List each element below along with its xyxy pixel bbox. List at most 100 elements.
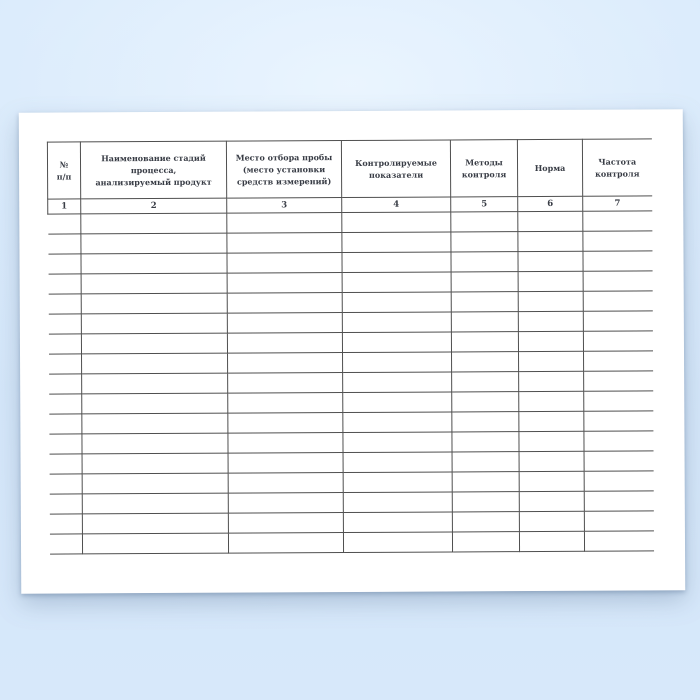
- column-header-1: № п/п: [47, 141, 81, 200]
- empty-cell: [450, 211, 518, 232]
- empty-cell: [582, 250, 653, 272]
- empty-cell: [49, 513, 83, 535]
- empty-cell: [226, 212, 342, 234]
- empty-cell: [80, 213, 227, 234]
- column-number-7: 7: [582, 195, 652, 212]
- column-header-4: Контролируемые показатели: [341, 139, 451, 198]
- empty-cell: [48, 333, 82, 355]
- empty-cell: [450, 231, 518, 252]
- empty-cell: [452, 491, 520, 512]
- empty-cell: [583, 410, 653, 432]
- empty-cell: [582, 230, 652, 252]
- empty-cell: [47, 233, 81, 255]
- empty-cell: [342, 411, 452, 433]
- empty-cell: [343, 451, 453, 473]
- empty-cell: [82, 453, 229, 474]
- empty-cell: [583, 330, 653, 352]
- empty-cell: [48, 293, 82, 315]
- empty-cell: [81, 333, 228, 354]
- empty-cell: [519, 531, 585, 552]
- document-sheet: № п/п Наименование стадий процесса, анали…: [18, 109, 686, 594]
- column-number-1: 1: [47, 198, 81, 215]
- empty-cell: [518, 311, 584, 332]
- empty-cell: [517, 251, 584, 272]
- control-table: № п/п Наименование стадий процесса, анали…: [47, 138, 654, 555]
- empty-cell: [49, 493, 83, 515]
- empty-cell: [48, 313, 82, 335]
- empty-cell: [81, 313, 228, 334]
- empty-cell: [584, 450, 654, 472]
- empty-cell: [343, 531, 453, 553]
- empty-cell: [48, 433, 83, 455]
- empty-cell: [342, 291, 452, 313]
- column-header-2: Наименование стадий процесса, анализируе…: [80, 141, 227, 199]
- empty-cell: [343, 471, 453, 493]
- empty-cell: [451, 431, 520, 452]
- empty-cell: [227, 272, 343, 294]
- empty-cell: [342, 351, 452, 373]
- empty-cell: [227, 432, 344, 454]
- empty-cell: [342, 391, 452, 413]
- empty-cell: [518, 331, 584, 352]
- empty-cell: [227, 312, 343, 334]
- empty-cell: [228, 512, 344, 534]
- column-header-6: Норма: [517, 139, 583, 197]
- empty-cell: [342, 271, 452, 293]
- empty-cell: [228, 532, 344, 554]
- column-number-3: 3: [226, 197, 342, 214]
- empty-cell: [228, 452, 344, 474]
- empty-cell: [47, 253, 82, 275]
- empty-cell: [342, 371, 452, 393]
- empty-cell: [451, 411, 519, 432]
- empty-cell: [452, 531, 520, 552]
- empty-cell: [583, 310, 653, 332]
- empty-cell: [341, 251, 452, 273]
- empty-cell: [82, 493, 229, 514]
- empty-cell: [343, 491, 453, 513]
- empty-cell: [81, 353, 228, 374]
- empty-cell: [451, 311, 519, 332]
- empty-cell: [517, 211, 583, 232]
- empty-cell: [519, 511, 585, 532]
- empty-cell: [450, 251, 519, 272]
- empty-cell: [451, 331, 519, 352]
- empty-cell: [517, 231, 583, 252]
- empty-cell: [226, 252, 343, 274]
- empty-cell: [80, 253, 228, 274]
- empty-cell: [584, 530, 654, 552]
- empty-cell: [227, 352, 343, 374]
- empty-cell: [48, 273, 82, 295]
- empty-cell: [227, 412, 343, 434]
- empty-cell: [519, 491, 585, 512]
- column-number-4: 4: [341, 196, 451, 213]
- empty-cell: [452, 511, 520, 532]
- empty-cell: [48, 393, 82, 415]
- empty-cell: [518, 271, 584, 292]
- empty-cell: [81, 373, 228, 394]
- empty-cell: [49, 473, 83, 495]
- column-header-5: Методы контроля: [450, 139, 518, 197]
- empty-cell: [583, 430, 654, 452]
- empty-cell: [227, 392, 343, 414]
- empty-cell: [81, 273, 228, 294]
- empty-cell: [48, 373, 82, 395]
- empty-cell: [584, 490, 654, 512]
- column-number-6: 6: [517, 196, 583, 212]
- column-header-3: Место отбора пробы (место установки сред…: [226, 140, 342, 199]
- empty-cell: [451, 271, 519, 292]
- empty-cell: [451, 291, 519, 312]
- empty-cell: [519, 451, 585, 472]
- empty-cell: [81, 413, 228, 434]
- column-header-7: Частота контроля: [582, 138, 652, 197]
- empty-cell: [583, 270, 653, 292]
- empty-cell: [343, 511, 453, 533]
- empty-cell: [582, 210, 652, 232]
- empty-cell: [82, 473, 229, 494]
- empty-cell: [81, 393, 228, 414]
- header-row: № п/п Наименование стадий процесса, анали…: [47, 138, 652, 200]
- empty-cell: [228, 472, 344, 494]
- empty-cell: [452, 451, 520, 472]
- empty-cell: [49, 533, 83, 555]
- empty-cell: [518, 351, 584, 372]
